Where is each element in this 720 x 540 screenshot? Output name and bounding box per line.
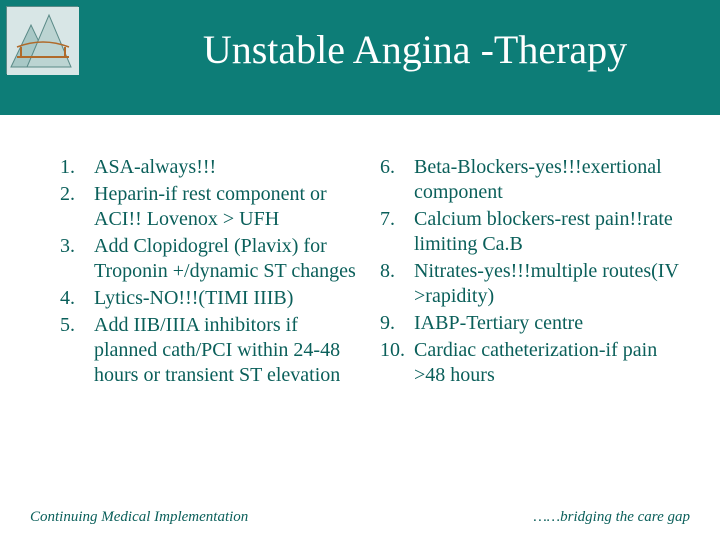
list-text: Lytics-NO!!!(TIMI IIIB) (94, 286, 360, 311)
list-number: 2. (60, 182, 94, 232)
list-item: 10.Cardiac catheterization-if pain >48 h… (380, 338, 680, 388)
list-number: 1. (60, 155, 94, 180)
list-text: Add IIB/IIIA inhibitors if planned cath/… (94, 313, 360, 388)
logo (6, 6, 78, 74)
slide-title: Unstable Angina -Therapy (130, 26, 700, 73)
list-item: 9.IABP-Tertiary centre (380, 311, 680, 336)
list-item: 4.Lytics-NO!!!(TIMI IIIB) (60, 286, 360, 311)
left-list: 1.ASA-always!!!2.Heparin-if rest compone… (60, 155, 360, 388)
list-number: 10. (380, 338, 414, 388)
list-text: Beta-Blockers-yes!!!exertional component (414, 155, 680, 205)
list-text: Nitrates-yes!!!multiple routes(IV >rapid… (414, 259, 680, 309)
list-number: 8. (380, 259, 414, 309)
footer-left: Continuing Medical Implementation (30, 509, 248, 526)
right-list: 6.Beta-Blockers-yes!!!exertional compone… (380, 155, 680, 388)
list-number: 6. (380, 155, 414, 205)
list-item: 3.Add Clopidogrel (Plavix) for Troponin … (60, 234, 360, 284)
list-text: Cardiac catheterization-if pain >48 hour… (414, 338, 680, 388)
header-band: Unstable Angina -Therapy (0, 0, 720, 115)
list-number: 5. (60, 313, 94, 388)
list-number: 4. (60, 286, 94, 311)
right-column: 6.Beta-Blockers-yes!!!exertional compone… (380, 155, 680, 500)
list-text: IABP-Tertiary centre (414, 311, 680, 336)
list-item: 6.Beta-Blockers-yes!!!exertional compone… (380, 155, 680, 205)
left-column: 1.ASA-always!!!2.Heparin-if rest compone… (60, 155, 360, 500)
list-item: 5.Add IIB/IIIA inhibitors if planned cat… (60, 313, 360, 388)
list-text: Heparin-if rest component or ACI!! Loven… (94, 182, 360, 232)
list-item: 7.Calcium blockers-rest pain!!rate limit… (380, 207, 680, 257)
list-number: 3. (60, 234, 94, 284)
content-area: 1.ASA-always!!!2.Heparin-if rest compone… (60, 155, 680, 500)
list-text: Calcium blockers-rest pain!!rate limitin… (414, 207, 680, 257)
list-item: 1.ASA-always!!! (60, 155, 360, 180)
list-item: 8.Nitrates-yes!!!multiple routes(IV >rap… (380, 259, 680, 309)
footer-right: ……bridging the care gap (533, 509, 690, 526)
list-item: 2.Heparin-if rest component or ACI!! Lov… (60, 182, 360, 232)
list-number: 9. (380, 311, 414, 336)
list-text: Add Clopidogrel (Plavix) for Troponin +/… (94, 234, 360, 284)
list-text: ASA-always!!! (94, 155, 360, 180)
list-number: 7. (380, 207, 414, 257)
